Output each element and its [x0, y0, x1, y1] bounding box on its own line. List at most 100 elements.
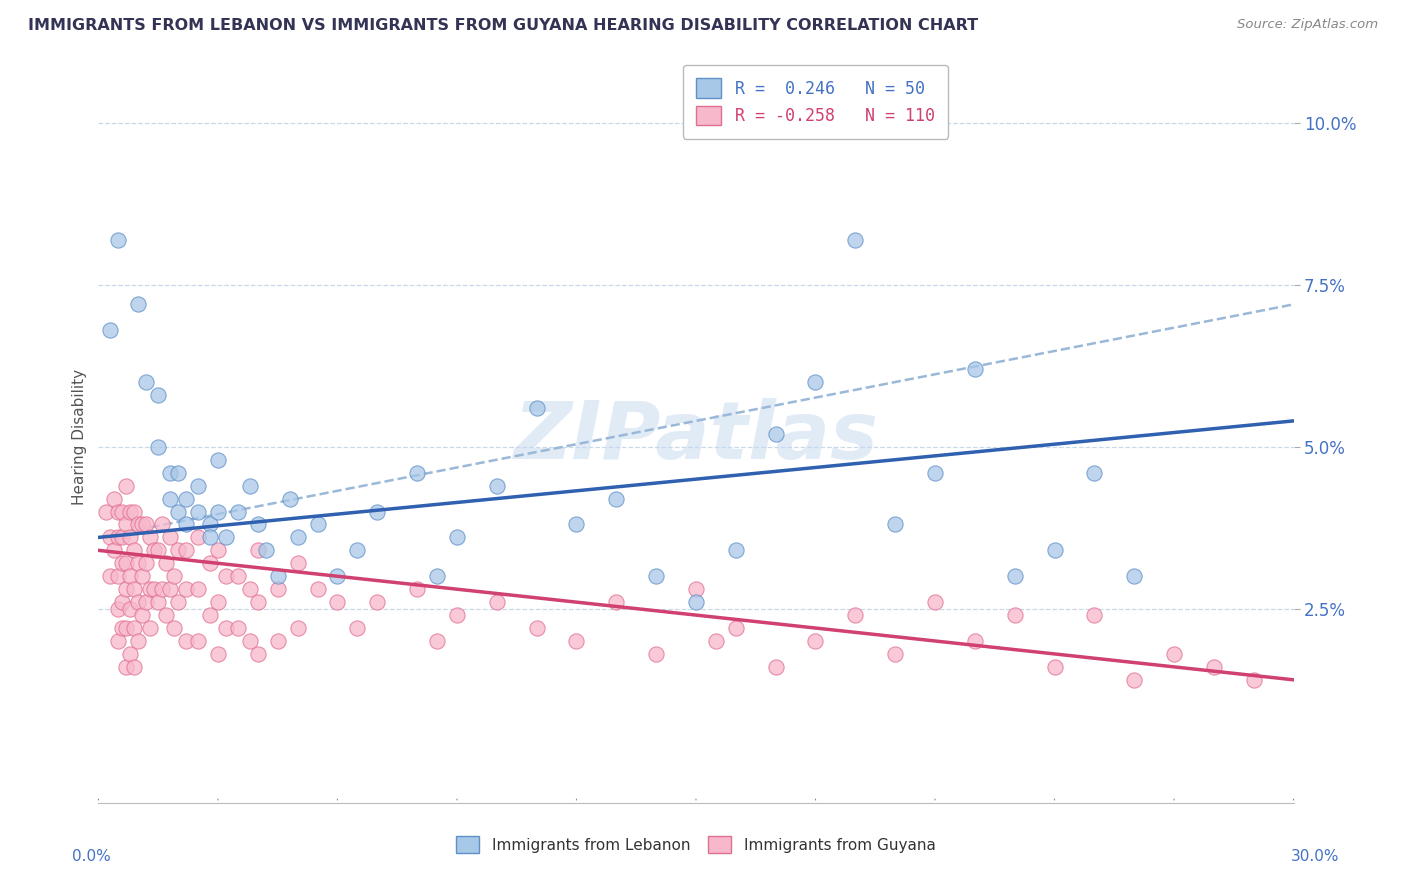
Point	[226, 504, 249, 518]
Point	[645, 647, 668, 661]
Point	[107, 504, 129, 518]
Point	[124, 621, 146, 635]
Point	[765, 426, 787, 441]
Point	[187, 504, 209, 518]
Point	[246, 517, 269, 532]
Point	[124, 543, 146, 558]
Point	[307, 517, 329, 532]
Point	[143, 543, 166, 558]
Point	[159, 582, 181, 597]
Point	[844, 608, 866, 623]
Point	[155, 608, 177, 623]
Point	[163, 621, 186, 635]
Point	[1163, 647, 1185, 661]
Point	[426, 569, 449, 583]
Point	[187, 530, 209, 544]
Point	[131, 517, 153, 532]
Point	[111, 595, 134, 609]
Point	[143, 582, 166, 597]
Point	[115, 478, 138, 492]
Point	[174, 634, 197, 648]
Point	[115, 660, 138, 674]
Point	[107, 601, 129, 615]
Point	[124, 504, 146, 518]
Point	[485, 478, 508, 492]
Point	[127, 634, 149, 648]
Point	[645, 569, 668, 583]
Point	[963, 634, 986, 648]
Point	[804, 375, 827, 389]
Point	[207, 647, 229, 661]
Point	[526, 401, 548, 415]
Point	[226, 621, 249, 635]
Point	[406, 466, 429, 480]
Point	[120, 601, 142, 615]
Point	[287, 530, 309, 544]
Point	[96, 504, 118, 518]
Point	[148, 440, 170, 454]
Point	[226, 569, 249, 583]
Point	[159, 466, 181, 480]
Point	[127, 595, 149, 609]
Point	[307, 582, 329, 597]
Point	[167, 595, 190, 609]
Point	[685, 595, 707, 609]
Point	[150, 582, 173, 597]
Point	[287, 621, 309, 635]
Point	[267, 582, 290, 597]
Point	[246, 595, 269, 609]
Point	[326, 569, 349, 583]
Point	[267, 634, 290, 648]
Point	[1043, 660, 1066, 674]
Point	[1004, 608, 1026, 623]
Point	[246, 543, 269, 558]
Point	[111, 621, 134, 635]
Point	[804, 634, 827, 648]
Point	[207, 504, 229, 518]
Point	[326, 595, 349, 609]
Point	[406, 582, 429, 597]
Point	[187, 478, 209, 492]
Point	[366, 595, 388, 609]
Point	[446, 608, 468, 623]
Point	[155, 557, 177, 571]
Point	[107, 634, 129, 648]
Point	[135, 557, 157, 571]
Point	[207, 452, 229, 467]
Text: 30.0%: 30.0%	[1291, 849, 1339, 863]
Point	[135, 595, 157, 609]
Point	[215, 621, 238, 635]
Point	[844, 233, 866, 247]
Point	[139, 582, 162, 597]
Point	[120, 530, 142, 544]
Point	[526, 621, 548, 635]
Point	[215, 530, 238, 544]
Point	[98, 323, 122, 337]
Point	[120, 647, 142, 661]
Point	[278, 491, 301, 506]
Point	[1123, 569, 1146, 583]
Point	[111, 504, 134, 518]
Point	[267, 569, 290, 583]
Point	[120, 504, 142, 518]
Point	[127, 557, 149, 571]
Point	[115, 557, 138, 571]
Point	[167, 466, 190, 480]
Point	[124, 582, 146, 597]
Point	[98, 569, 122, 583]
Point	[765, 660, 787, 674]
Point	[198, 608, 221, 623]
Point	[1083, 466, 1105, 480]
Point	[115, 582, 138, 597]
Point	[174, 582, 197, 597]
Point	[198, 517, 221, 532]
Point	[485, 595, 508, 609]
Point	[174, 491, 197, 506]
Point	[1004, 569, 1026, 583]
Point	[198, 530, 221, 544]
Point	[111, 530, 134, 544]
Point	[565, 634, 588, 648]
Point	[135, 375, 157, 389]
Point	[246, 647, 269, 661]
Point	[174, 517, 197, 532]
